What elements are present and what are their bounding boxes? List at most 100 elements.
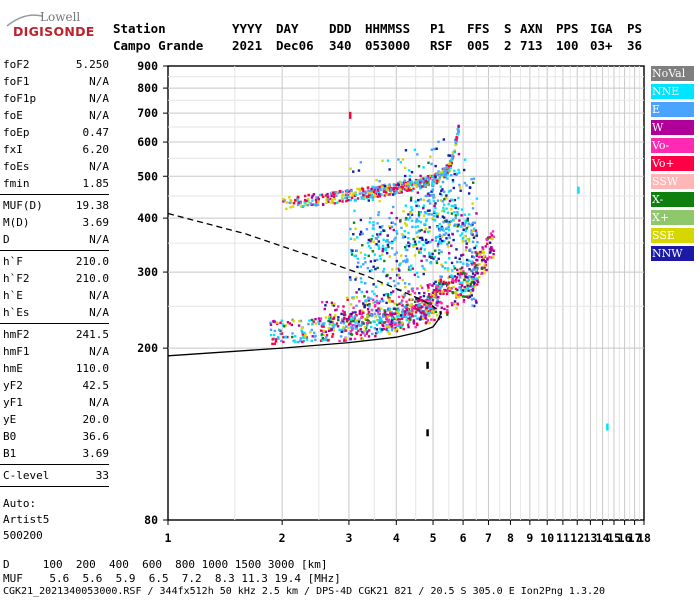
echo-point	[386, 315, 389, 318]
echo-point	[377, 185, 381, 189]
echo-point	[466, 237, 469, 241]
echo-point	[445, 292, 449, 296]
echo-point	[421, 299, 425, 303]
echo-point	[436, 314, 439, 317]
echo-point	[380, 185, 384, 188]
echo-point	[444, 227, 448, 231]
echo-point	[408, 321, 411, 324]
echo-point	[305, 336, 308, 339]
electron-density-profile-line	[167, 312, 442, 357]
echo-point	[330, 322, 333, 326]
echo-point	[466, 282, 469, 285]
echo-point	[443, 307, 446, 311]
param-mufd: MUF(D) 19.38	[3, 199, 109, 213]
echo-point	[431, 298, 435, 302]
echo-point	[378, 194, 382, 198]
echo-point	[336, 325, 340, 328]
echo-point	[341, 193, 345, 196]
echo-point	[475, 244, 478, 248]
echo-point	[450, 287, 453, 290]
echo-point	[288, 196, 291, 199]
echo-point	[413, 273, 417, 277]
echo-point	[437, 296, 440, 299]
echo-point	[470, 260, 473, 264]
echo-point	[471, 207, 475, 210]
echo-point	[357, 324, 360, 327]
echo-point	[442, 233, 445, 237]
echo-point	[416, 181, 419, 184]
echo-point	[459, 260, 462, 264]
echo-point	[440, 225, 444, 229]
echo-point	[381, 224, 384, 228]
echo-point	[470, 281, 474, 284]
echo-point	[352, 319, 355, 323]
echo-point	[369, 239, 372, 243]
echo-point	[423, 291, 426, 295]
echo-point	[418, 291, 421, 295]
echo-point	[382, 293, 386, 297]
param-hf: h`F 210.0	[3, 255, 109, 269]
echo-point	[466, 217, 470, 220]
echo-point	[461, 289, 465, 292]
echo-point	[418, 240, 421, 244]
echo-point	[403, 235, 407, 239]
echo-point	[471, 285, 475, 289]
echo-point	[365, 324, 369, 327]
echo-point	[454, 287, 458, 291]
echo-point	[406, 182, 410, 185]
echo-point	[471, 229, 475, 233]
echo-point	[457, 152, 461, 156]
echo-point	[334, 324, 338, 327]
param-value: N/A	[89, 160, 109, 173]
echo-point	[398, 276, 401, 280]
echo-point	[384, 240, 388, 243]
echo-point	[386, 188, 389, 192]
echo-point	[366, 186, 370, 189]
echo-point	[407, 317, 410, 320]
echo-point	[416, 225, 420, 228]
echo-point	[402, 314, 405, 318]
echo-point	[373, 327, 377, 330]
echo-point	[393, 302, 396, 305]
echo-point	[414, 307, 417, 311]
echo-point	[466, 276, 470, 279]
echo-point	[457, 124, 460, 128]
echo-point	[296, 195, 300, 199]
echo-point	[450, 208, 453, 211]
echo-point	[401, 158, 405, 161]
echo-point	[373, 312, 376, 316]
echo-point	[369, 321, 372, 324]
echo-point	[461, 222, 465, 225]
echo-point	[445, 282, 448, 286]
echo-point	[431, 291, 435, 294]
echo-point	[327, 200, 330, 203]
echo-point	[322, 338, 325, 341]
echo-point	[393, 253, 397, 256]
echo-point	[428, 255, 432, 259]
echo-point	[313, 335, 316, 338]
echo-point	[438, 177, 441, 181]
echo-point	[416, 323, 419, 327]
echo-point	[328, 313, 332, 317]
echo-point	[491, 230, 495, 233]
echo-point	[358, 192, 361, 195]
echo-point	[433, 178, 436, 181]
echo-point	[366, 266, 369, 270]
echo-point	[280, 319, 284, 322]
x-tick-label: 16	[618, 531, 632, 545]
echo-point	[385, 328, 388, 331]
echo-point	[416, 308, 419, 311]
echo-point	[368, 221, 371, 224]
y-tick-label: 500	[137, 169, 158, 183]
echo-point	[485, 242, 489, 245]
echo-point	[464, 229, 467, 233]
echo-point	[434, 206, 437, 210]
echo-point	[476, 263, 479, 267]
echo-point	[426, 199, 430, 203]
echo-point	[464, 221, 467, 224]
echo-point	[345, 337, 348, 340]
echo-point	[419, 311, 422, 314]
echo-point	[420, 228, 423, 232]
echo-point	[408, 186, 412, 190]
echo-point	[379, 316, 382, 320]
